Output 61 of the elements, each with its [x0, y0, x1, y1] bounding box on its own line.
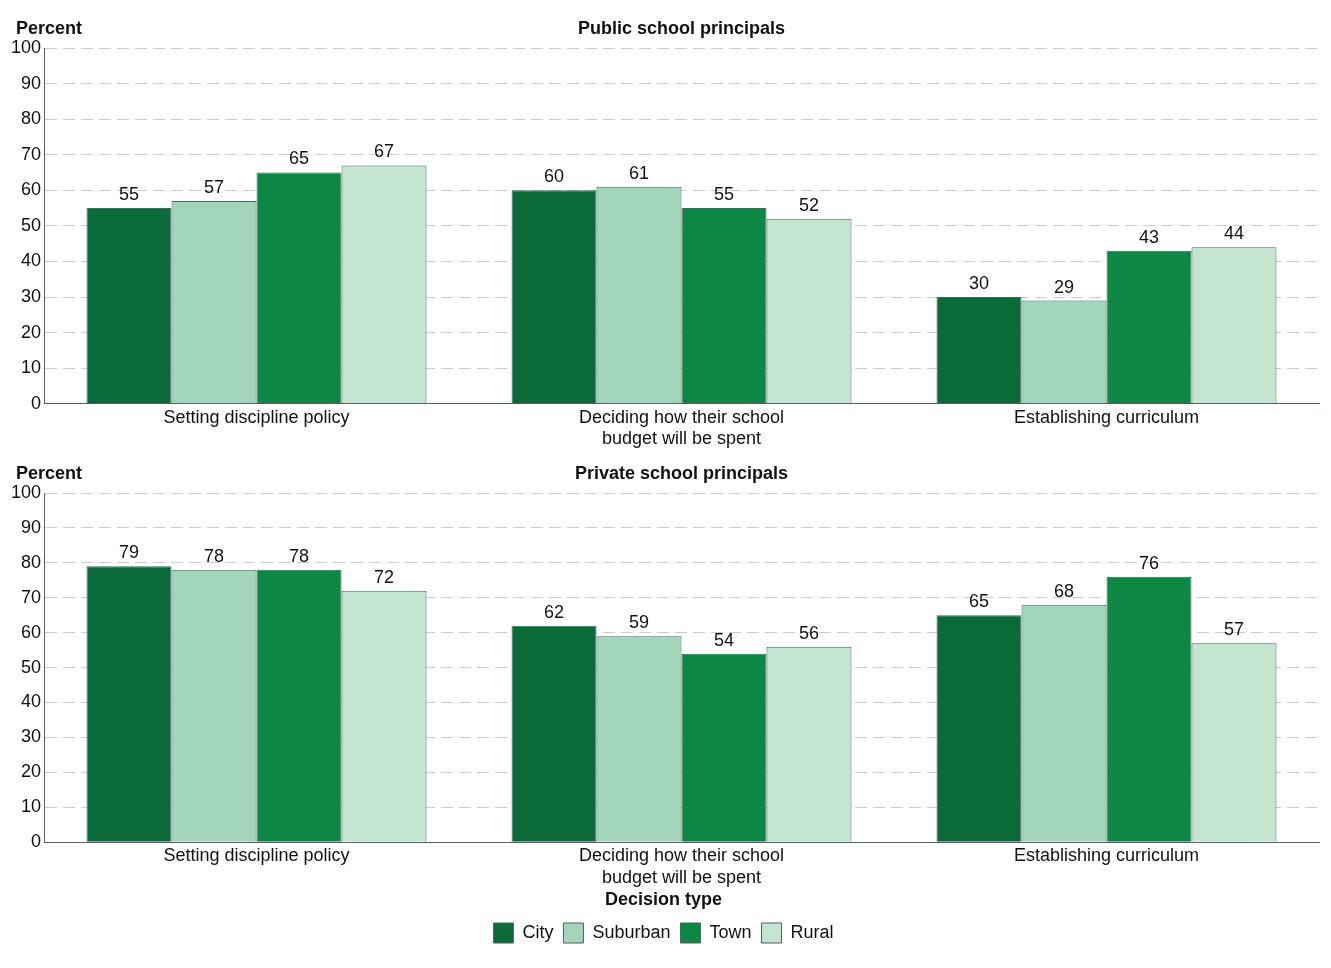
- data-label: 61: [629, 162, 650, 183]
- data-label: 79: [119, 542, 140, 563]
- y-tick-label: 10: [21, 357, 42, 378]
- x-tick-label: Setting discipline policy: [163, 844, 350, 865]
- y-tick-label: 80: [21, 551, 42, 572]
- data-label: 57: [1223, 619, 1245, 640]
- y-axis-title: Percent: [16, 17, 83, 38]
- chart-title: Private school principals: [574, 462, 789, 483]
- data-label: 68: [1053, 580, 1075, 601]
- y-tick-label: 0: [31, 392, 42, 413]
- data-label: 43: [1138, 226, 1160, 247]
- data-label: 54: [714, 629, 735, 650]
- data-label: 30: [968, 273, 990, 294]
- x-tick-label: Setting discipline policy: [163, 406, 350, 427]
- legend-label: Rural: [790, 921, 834, 942]
- data-label: 67: [374, 141, 395, 162]
- data-label: 62: [544, 601, 565, 622]
- y-tick-label: 30: [21, 286, 42, 307]
- data-label: 57: [204, 176, 225, 197]
- chart-title: Public school principals: [577, 17, 786, 38]
- y-tick-label: 50: [21, 214, 42, 235]
- y-tick-label: 10: [21, 796, 42, 817]
- y-tick-label: 60: [21, 179, 42, 200]
- y-tick-label: 90: [21, 72, 42, 93]
- y-tick-label: 80: [21, 108, 42, 129]
- data-label: 59: [629, 612, 650, 633]
- y-tick-label: 90: [21, 516, 42, 537]
- y-tick-label: 60: [21, 621, 42, 642]
- x-tick-label: Deciding how their school budget will be spent: [578, 844, 785, 887]
- x-tick-label: Establishing curriculum: [1013, 406, 1200, 427]
- data-label: 78: [204, 545, 225, 566]
- data-label: 78: [289, 545, 310, 566]
- data-label: 55: [714, 184, 735, 205]
- y-tick-label: 70: [21, 586, 42, 607]
- y-tick-label: 0: [31, 831, 42, 852]
- y-tick-label: 20: [21, 761, 42, 782]
- data-label: 60: [544, 166, 565, 187]
- x-tick-label: Deciding how their school budget will be spent: [578, 406, 785, 449]
- y-axis-title: Percent: [16, 462, 83, 483]
- data-label: 44: [1223, 223, 1245, 244]
- data-label: 29: [1053, 276, 1075, 297]
- y-tick-label: 50: [21, 656, 42, 677]
- legend-title: Decision type: [604, 889, 723, 910]
- data-label: 65: [289, 148, 310, 169]
- y-tick-label: 30: [21, 726, 42, 747]
- data-label: 65: [968, 591, 990, 612]
- y-tick-label: 70: [21, 143, 42, 164]
- y-tick-label: 100: [10, 481, 42, 502]
- data-label: 52: [799, 194, 820, 215]
- y-tick-label: 100: [10, 36, 42, 57]
- legend-label: Town: [709, 921, 752, 942]
- data-label: 55: [119, 184, 140, 205]
- data-label: 72: [374, 566, 395, 587]
- y-tick-label: 40: [21, 691, 42, 712]
- y-tick-label: 20: [21, 321, 42, 342]
- legend-label: City: [522, 921, 554, 942]
- x-tick-label: Establishing curriculum: [1013, 844, 1200, 865]
- data-label: 56: [799, 622, 820, 643]
- legend-label: Suburban: [592, 921, 671, 942]
- y-tick-label: 40: [21, 250, 42, 271]
- data-label: 76: [1138, 552, 1160, 573]
